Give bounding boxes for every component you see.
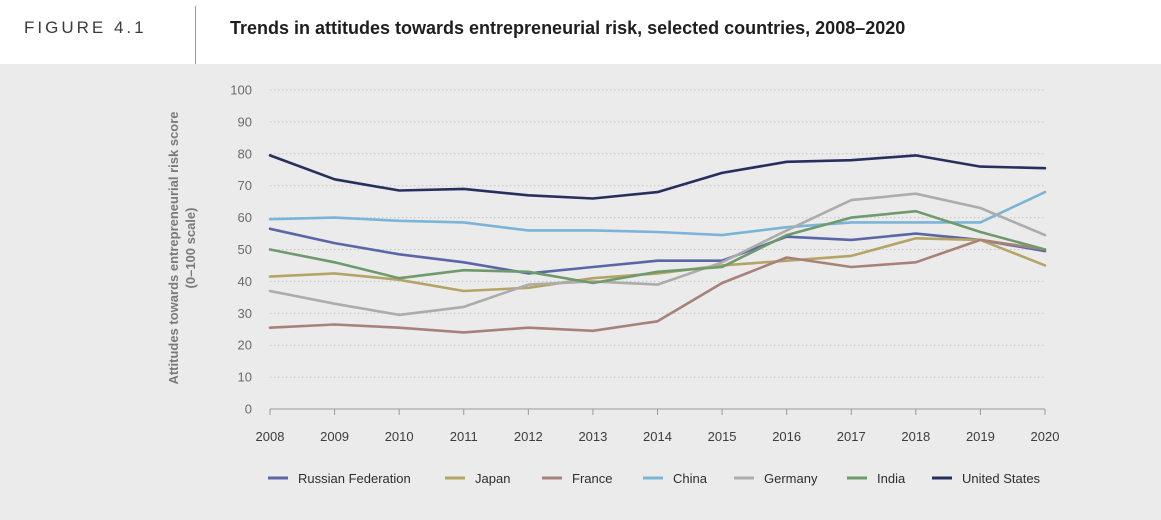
x-tick-label: 2014 <box>643 429 672 444</box>
gridlines <box>270 89 1045 378</box>
legend-label: India <box>877 471 906 486</box>
series-lines <box>268 154 1047 334</box>
x-tick-label: 2018 <box>901 429 930 444</box>
legend-label: China <box>673 471 708 486</box>
chart-panel <box>0 64 1161 520</box>
y-tick-label: 60 <box>238 210 252 225</box>
legend-label: France <box>572 471 612 486</box>
y-tick-label: 50 <box>238 242 252 257</box>
figure-label: FIGURE 4.1 <box>24 18 147 37</box>
y-tick-label: 100 <box>230 83 252 98</box>
series-line-france <box>268 238 1047 334</box>
x-axis: 2008 2009 2010 2011 2012 2013 2014 2015 2016 2017… <box>256 408 1060 444</box>
x-tick-label: 2019 <box>966 429 995 444</box>
x-tick-label: 2015 <box>708 429 737 444</box>
legend-item: United States <box>932 471 1041 486</box>
series-line-china <box>268 190 1047 237</box>
y-axis-label: Attitudes towards entrepreneurial risk s… <box>166 111 181 384</box>
x-tick-label: 2010 <box>385 429 414 444</box>
y-tick-label: 90 <box>238 114 252 129</box>
x-tick-label: 2012 <box>514 429 543 444</box>
figure-header: FIGURE 4.1 Trends in attitudes towards e… <box>0 0 1161 64</box>
x-tick-label: 2011 <box>450 429 478 444</box>
series-line-germany <box>268 192 1047 317</box>
series-line-japan <box>268 237 1047 293</box>
figure-title: Trends in attitudes towards entrepreneur… <box>230 18 906 38</box>
x-tick-label: 2020 <box>1031 429 1060 444</box>
y-tick-label: 40 <box>238 274 252 289</box>
x-tick-label: 2013 <box>578 429 607 444</box>
legend-label: Germany <box>764 471 818 486</box>
y-tick-label: 80 <box>238 146 252 161</box>
x-tick-label: 2008 <box>256 429 285 444</box>
header-divider <box>195 6 196 64</box>
legend-item: France <box>542 471 612 486</box>
y-tick-label: 0 <box>245 402 252 417</box>
y-tick-label: 70 <box>238 178 252 193</box>
x-tick-label: 2017 <box>837 429 866 444</box>
legend-item: India <box>847 471 906 486</box>
legend-item: Russian Federation <box>268 471 411 486</box>
y-tick-label: 20 <box>238 338 252 353</box>
series-line-russian-federation <box>268 227 1047 275</box>
x-tick-label: 2009 <box>320 429 349 444</box>
y-axis-ticks: 0 10 20 30 40 50 60 70 80 90 100 <box>230 83 252 417</box>
legend-label: Russian Federation <box>298 471 411 486</box>
series-line-india <box>268 209 1047 285</box>
legend-item: Germany <box>734 471 818 486</box>
y-tick-label: 10 <box>238 370 252 385</box>
legend-label: United States <box>962 471 1041 486</box>
y-tick-label: 30 <box>238 306 252 321</box>
y-axis-label-sub: (0–100 scale) <box>183 208 198 289</box>
legend-item: China <box>643 471 708 486</box>
x-tick-label: 2016 <box>772 429 801 444</box>
series-line-united-states <box>268 154 1047 200</box>
legend-item: Japan <box>445 471 510 486</box>
legend-label: Japan <box>475 471 510 486</box>
legend: Russian Federation Japan France China German… <box>268 471 1041 486</box>
